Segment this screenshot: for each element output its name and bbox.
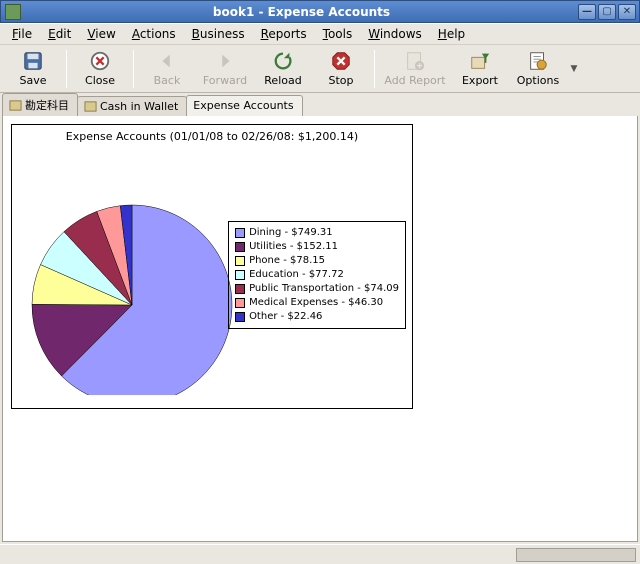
legend-item: Medical Expenses - $46.30 xyxy=(235,296,399,310)
menu-windows[interactable]: Windows xyxy=(360,25,430,43)
legend-swatch xyxy=(235,298,245,308)
close-icon xyxy=(89,50,111,72)
legend-label: Dining - $749.31 xyxy=(249,226,333,240)
menu-help[interactable]: Help xyxy=(430,25,473,43)
tab-accounts[interactable]: 勘定科目 xyxy=(2,93,78,116)
menu-view[interactable]: View xyxy=(79,25,123,43)
chart-legend: Dining - $749.31Utilities - $152.11Phone… xyxy=(228,221,406,329)
menu-reports[interactable]: Reports xyxy=(253,25,315,43)
menu-file[interactable]: File xyxy=(4,25,40,43)
options-button[interactable]: Options xyxy=(509,47,567,91)
add-report-button: Add Report xyxy=(379,47,451,91)
legend-swatch xyxy=(235,242,245,252)
close-window-button[interactable]: ✕ xyxy=(618,4,636,20)
legend-label: Other - $22.46 xyxy=(249,310,322,324)
save-button[interactable]: Save xyxy=(4,47,62,91)
stop-button[interactable]: Stop xyxy=(312,47,370,91)
toolbar: Save Close Back Forward Reload Stop Add … xyxy=(0,45,640,93)
menu-tools[interactable]: Tools xyxy=(315,25,361,43)
menubar: File Edit View Actions Business Reports … xyxy=(0,23,640,45)
legend-item: Public Transportation - $74.09 xyxy=(235,282,399,296)
stop-icon xyxy=(330,50,352,72)
options-icon xyxy=(527,50,549,72)
statusbar xyxy=(0,544,640,564)
legend-item: Utilities - $152.11 xyxy=(235,240,399,254)
legend-label: Medical Expenses - $46.30 xyxy=(249,296,383,310)
save-icon xyxy=(22,50,44,72)
legend-label: Phone - $78.15 xyxy=(249,254,325,268)
legend-label: Public Transportation - $74.09 xyxy=(249,282,399,296)
legend-swatch xyxy=(235,270,245,280)
legend-item: Other - $22.46 xyxy=(235,310,399,324)
window-titlebar: book1 - Expense Accounts — ▢ ✕ xyxy=(0,0,640,23)
toolbar-separator xyxy=(374,50,375,88)
legend-swatch xyxy=(235,284,245,294)
export-icon xyxy=(469,50,491,72)
legend-label: Education - $77.72 xyxy=(249,268,344,282)
pie-chart xyxy=(12,145,252,395)
add-report-icon xyxy=(404,50,426,72)
app-icon xyxy=(5,4,21,20)
menu-business[interactable]: Business xyxy=(184,25,253,43)
legend-item: Phone - $78.15 xyxy=(235,254,399,268)
back-icon xyxy=(156,50,178,72)
minimize-button[interactable]: — xyxy=(578,4,596,20)
toolbar-separator xyxy=(133,50,134,88)
legend-swatch xyxy=(235,228,245,238)
reload-button[interactable]: Reload xyxy=(254,47,312,91)
reload-icon xyxy=(272,50,294,72)
legend-swatch xyxy=(235,312,245,322)
legend-item: Dining - $749.31 xyxy=(235,226,399,240)
window-title: book1 - Expense Accounts xyxy=(25,5,578,19)
toolbar-separator xyxy=(66,50,67,88)
ledger-icon xyxy=(9,99,22,112)
maximize-button[interactable]: ▢ xyxy=(598,4,616,20)
tabstrip: 勘定科目 Cash in Wallet Expense Accounts xyxy=(0,93,640,116)
tab-expense-accounts[interactable]: Expense Accounts xyxy=(186,95,302,116)
legend-label: Utilities - $152.11 xyxy=(249,240,338,254)
options-dropdown[interactable]: ▼ xyxy=(567,47,581,91)
forward-icon xyxy=(214,50,236,72)
export-button[interactable]: Export xyxy=(451,47,509,91)
back-button: Back xyxy=(138,47,196,91)
menu-actions[interactable]: Actions xyxy=(124,25,184,43)
legend-item: Education - $77.72 xyxy=(235,268,399,282)
tab-cash-in-wallet[interactable]: Cash in Wallet xyxy=(77,96,187,116)
status-progress xyxy=(516,548,636,562)
report-content: Expense Accounts (01/01/08 to 02/26/08: … xyxy=(2,116,638,542)
close-button[interactable]: Close xyxy=(71,47,129,91)
ledger-icon xyxy=(84,100,97,113)
report-frame: Expense Accounts (01/01/08 to 02/26/08: … xyxy=(11,124,413,409)
menu-edit[interactable]: Edit xyxy=(40,25,79,43)
forward-button: Forward xyxy=(196,47,254,91)
legend-swatch xyxy=(235,256,245,266)
